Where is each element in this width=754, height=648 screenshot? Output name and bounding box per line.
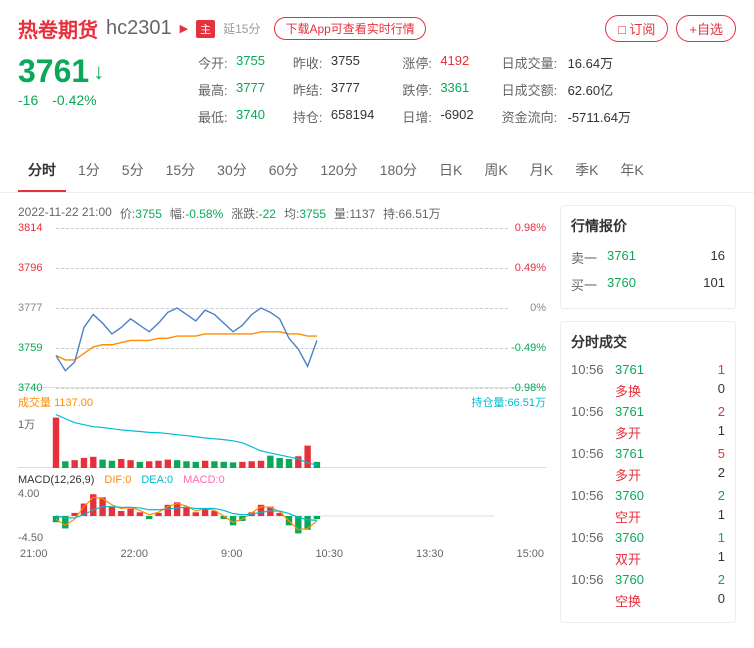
trade-row-detail: 多开2 (571, 463, 725, 486)
trade-row: 10:5637602 (571, 570, 725, 589)
trade-row-detail: 双开1 (571, 547, 725, 570)
tab-1分[interactable]: 1分 (68, 150, 110, 192)
tab-日K[interactable]: 日K (429, 150, 472, 192)
quote-panel: 行情报价 卖一376116买一3760101 (560, 205, 736, 309)
volume-chart[interactable]: 1万 (18, 412, 546, 468)
chart-hover-info: 2022-11-22 21:00 价:3755 幅:-0.58% 涨跌:-22 … (18, 205, 546, 222)
trade-row: 10:5637611 (571, 360, 725, 379)
tab-30分[interactable]: 30分 (207, 150, 257, 192)
macd-header: MACD(12,26,9) DIF:0 DEA:0 MACD:0 (18, 472, 546, 488)
tab-180分[interactable]: 180分 (370, 150, 427, 192)
tab-季K[interactable]: 季K (565, 150, 608, 192)
tab-分时[interactable]: 分时 (18, 150, 66, 192)
trade-row: 10:5637615 (571, 444, 725, 463)
download-app-button[interactable]: 下载App可查看实时行情 (274, 17, 425, 40)
trade-panel: 分时成交 10:5637611多换010:5637612多开110:563761… (560, 321, 736, 623)
quote-row: 买一3760101 (571, 271, 725, 298)
main-tag: 主 (196, 20, 215, 38)
price-change: -16-0.42% (18, 92, 168, 108)
tab-年K[interactable]: 年K (610, 150, 653, 192)
quote-row: 卖一376116 (571, 244, 725, 271)
add-watchlist-button[interactable]: +自选 (676, 15, 736, 42)
last-price: 3761 ↓ (18, 53, 168, 90)
trade-row-detail: 多开1 (571, 421, 725, 444)
x-axis: 21:0022:009:0010:3013:3015:00 (18, 548, 546, 560)
trade-row: 10:5637602 (571, 486, 725, 505)
trade-row-detail: 空换0 (571, 589, 725, 612)
tab-月K[interactable]: 月K (520, 150, 563, 192)
trade-row: 10:5637601 (571, 528, 725, 547)
tab-5分[interactable]: 5分 (112, 150, 154, 192)
tab-120分[interactable]: 120分 (310, 150, 367, 192)
tab-周K[interactable]: 周K (474, 150, 517, 192)
trade-row-detail: 多换0 (571, 379, 725, 402)
stats-grid: 今开:3755 最高:3777 最低:3740 昨收:3755 昨结:3777 … (198, 53, 631, 126)
delay-tag: 延15分 (223, 20, 260, 37)
down-arrow-icon: ↓ (93, 59, 104, 85)
subscribe-button[interactable]: □ 订阅 (605, 15, 668, 42)
instrument-name: 热卷期货 (18, 14, 98, 43)
timeframe-tabs: 分时1分5分15分30分60分120分180分日K周K月K季K年K (0, 150, 754, 193)
header: 热卷期货 hc2301 ▶ 主 延15分 下载App可查看实时行情 □ 订阅 +… (0, 0, 754, 134)
play-icon[interactable]: ▶ (180, 22, 188, 35)
tab-60分[interactable]: 60分 (259, 150, 309, 192)
instrument-code: hc2301 (106, 17, 172, 40)
macd-chart[interactable]: 4.00-4.50 (18, 488, 546, 544)
trade-row-detail: 空开1 (571, 505, 725, 528)
trade-row: 10:5637612 (571, 402, 725, 421)
tab-15分[interactable]: 15分 (156, 150, 206, 192)
price-block: 3761 ↓ -16-0.42% (18, 53, 168, 126)
price-chart[interactable]: 38140.98%37960.49%37770%3759-0.49%3740-0… (18, 228, 546, 388)
